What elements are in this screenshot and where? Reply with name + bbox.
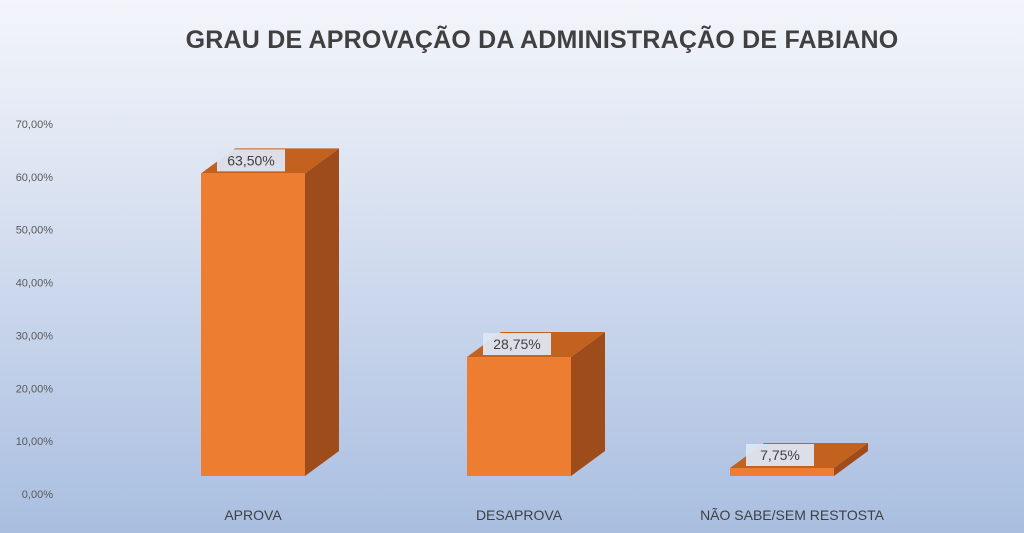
y-tick-label: 40,00%	[16, 278, 54, 290]
bar	[201, 173, 305, 476]
y-tick-label: 20,00%	[16, 383, 54, 395]
y-tick-label: 30,00%	[16, 330, 54, 342]
bar-side	[834, 443, 868, 476]
y-tick-label: 50,00%	[16, 225, 54, 237]
x-category-label: APROVA	[224, 507, 282, 523]
y-tick-label: 0,00%	[22, 489, 53, 501]
data-label: 28,75%	[493, 336, 540, 352]
data-label: 63,50%	[227, 152, 274, 168]
data-label-box	[217, 149, 285, 172]
chart-title: GRAU DE APROVAÇÃO DA ADMINISTRAÇÃO DE FA…	[185, 26, 899, 54]
data-label: 7,75%	[760, 447, 800, 463]
data-label-box	[746, 444, 814, 466]
bar-side	[571, 332, 605, 476]
x-category-label: DESAPROVA	[476, 507, 563, 523]
x-category-label: NÃO SABE/SEM RESTOSTA	[700, 507, 885, 523]
y-tick-label: 60,00%	[16, 172, 54, 184]
bar	[730, 468, 834, 476]
data-label-box	[483, 333, 551, 356]
y-tick-label: 10,00%	[16, 436, 54, 448]
bar	[467, 357, 571, 476]
y-tick-label: 70,00%	[16, 119, 54, 131]
bar-side	[305, 148, 339, 476]
